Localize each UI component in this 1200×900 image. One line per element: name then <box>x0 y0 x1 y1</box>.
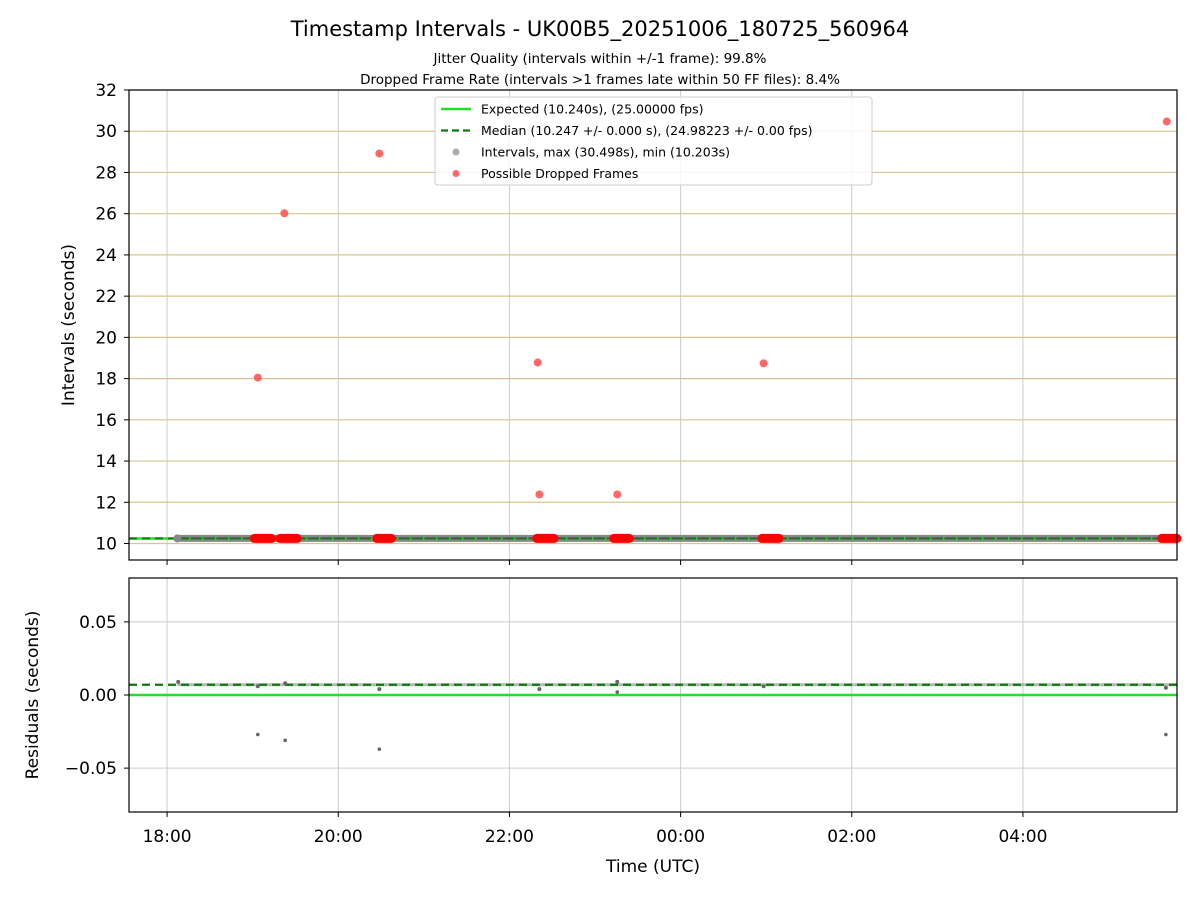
residual-outlier-point <box>283 738 287 743</box>
residuals-y-tick-label: 0.05 <box>79 613 117 633</box>
dropped-frame-point <box>280 209 289 218</box>
residual-outlier-point <box>256 732 260 737</box>
intervals-y-tick-label: 22 <box>95 287 117 307</box>
intervals-y-axis-label: Intervals (seconds) <box>59 244 79 406</box>
intervals-panel: 10 12 14 16 18 20 22 24 26 28 30 32 Intervals (seco… <box>59 81 1182 565</box>
residual-point <box>377 687 382 692</box>
intervals-y-tick-label: 24 <box>95 246 117 266</box>
residuals-y-tick-label: −0.05 <box>65 759 117 779</box>
chart-legend: Expected (10.240s), (25.00000 fps) Median… <box>434 96 873 186</box>
time-x-tick-label: 18:00 <box>143 827 192 847</box>
dropped-frame-point <box>535 490 544 499</box>
residual-outlier-point <box>377 747 382 751</box>
residuals-y-axis-label: Residuals (seconds) <box>23 611 43 780</box>
x-axis-label: Time (UTC) <box>605 857 700 877</box>
dropped-frame-point <box>375 149 384 158</box>
residual-point <box>761 684 766 689</box>
intervals-y-tick-label: 28 <box>95 163 117 183</box>
residual-point <box>176 679 181 684</box>
time-x-tick-label: 02:00 <box>827 827 876 847</box>
time-x-tick-label: 04:00 <box>998 827 1047 847</box>
dropped-frame-point <box>533 358 542 367</box>
intervals-y-tick-label: 26 <box>95 205 117 225</box>
intervals-data <box>129 117 1182 543</box>
interval-point <box>173 534 182 543</box>
dropped-frame-point <box>759 359 768 368</box>
residual-outlier-point <box>1164 732 1168 737</box>
dropped-frame-point <box>253 373 262 382</box>
intervals-y-tick-label: 20 <box>95 328 117 348</box>
intervals-y-ticks: 10 12 14 16 18 20 22 24 26 28 30 32 <box>95 81 1024 565</box>
chart-subtitle-jitter: Jitter Quality (intervals within +/-1 fr… <box>433 51 767 67</box>
residual-outlier-point <box>615 690 620 694</box>
residual-point <box>615 679 620 684</box>
legend-entry-label: Intervals, max (30.498s), min (10.203s) <box>481 145 730 160</box>
residuals-panel: −0.05 0.00 0.05 18:00 20:00 22:00 00:00 02:00 0… <box>23 577 1178 877</box>
legend-intervals-swatch <box>452 148 460 156</box>
residuals-y-ticks: −0.05 0.00 0.05 <box>65 613 129 779</box>
dropped-frame-point <box>613 490 622 499</box>
dropped-frame-point <box>1162 117 1171 126</box>
intervals-y-tick-label: 14 <box>95 452 117 472</box>
time-x-tick-label: 20:00 <box>314 827 363 847</box>
time-x-tick-label: 00:00 <box>656 827 705 847</box>
intervals-y-tick-label: 32 <box>95 81 117 101</box>
chart-subtitle-dropped: Dropped Frame Rate (intervals >1 frames … <box>360 72 840 88</box>
residuals-y-tick-label: 0.00 <box>79 686 117 706</box>
legend-box <box>434 96 873 186</box>
legend-dropped-swatch <box>452 170 460 177</box>
intervals-y-tick-label: 18 <box>95 370 117 390</box>
chart-title: Timestamp Intervals - UK00B5_20251006_18… <box>290 17 910 42</box>
residual-point <box>283 681 288 686</box>
intervals-y-tick-label: 10 <box>95 535 117 555</box>
intervals-y-tick-label: 30 <box>95 122 117 142</box>
intervals-y-tick-label: 12 <box>95 493 117 513</box>
time-x-ticks: 18:00 20:00 22:00 00:00 02:00 04:00 <box>143 812 1047 847</box>
legend-entry-label: Expected (10.240s), (25.00000 fps) <box>481 102 703 117</box>
legend-entry-label: Possible Dropped Frames <box>481 166 638 181</box>
residuals-data <box>129 679 1177 751</box>
legend-entry-label: Median (10.247 +/- 0.000 s), (24.98223 +… <box>481 123 812 138</box>
time-x-tick-label: 22:00 <box>485 827 534 847</box>
residual-point <box>537 687 542 692</box>
residual-point <box>255 684 260 689</box>
intervals-axes-frame <box>128 89 1178 561</box>
intervals-y-tick-label: 16 <box>95 411 117 431</box>
residual-point <box>1163 685 1168 690</box>
